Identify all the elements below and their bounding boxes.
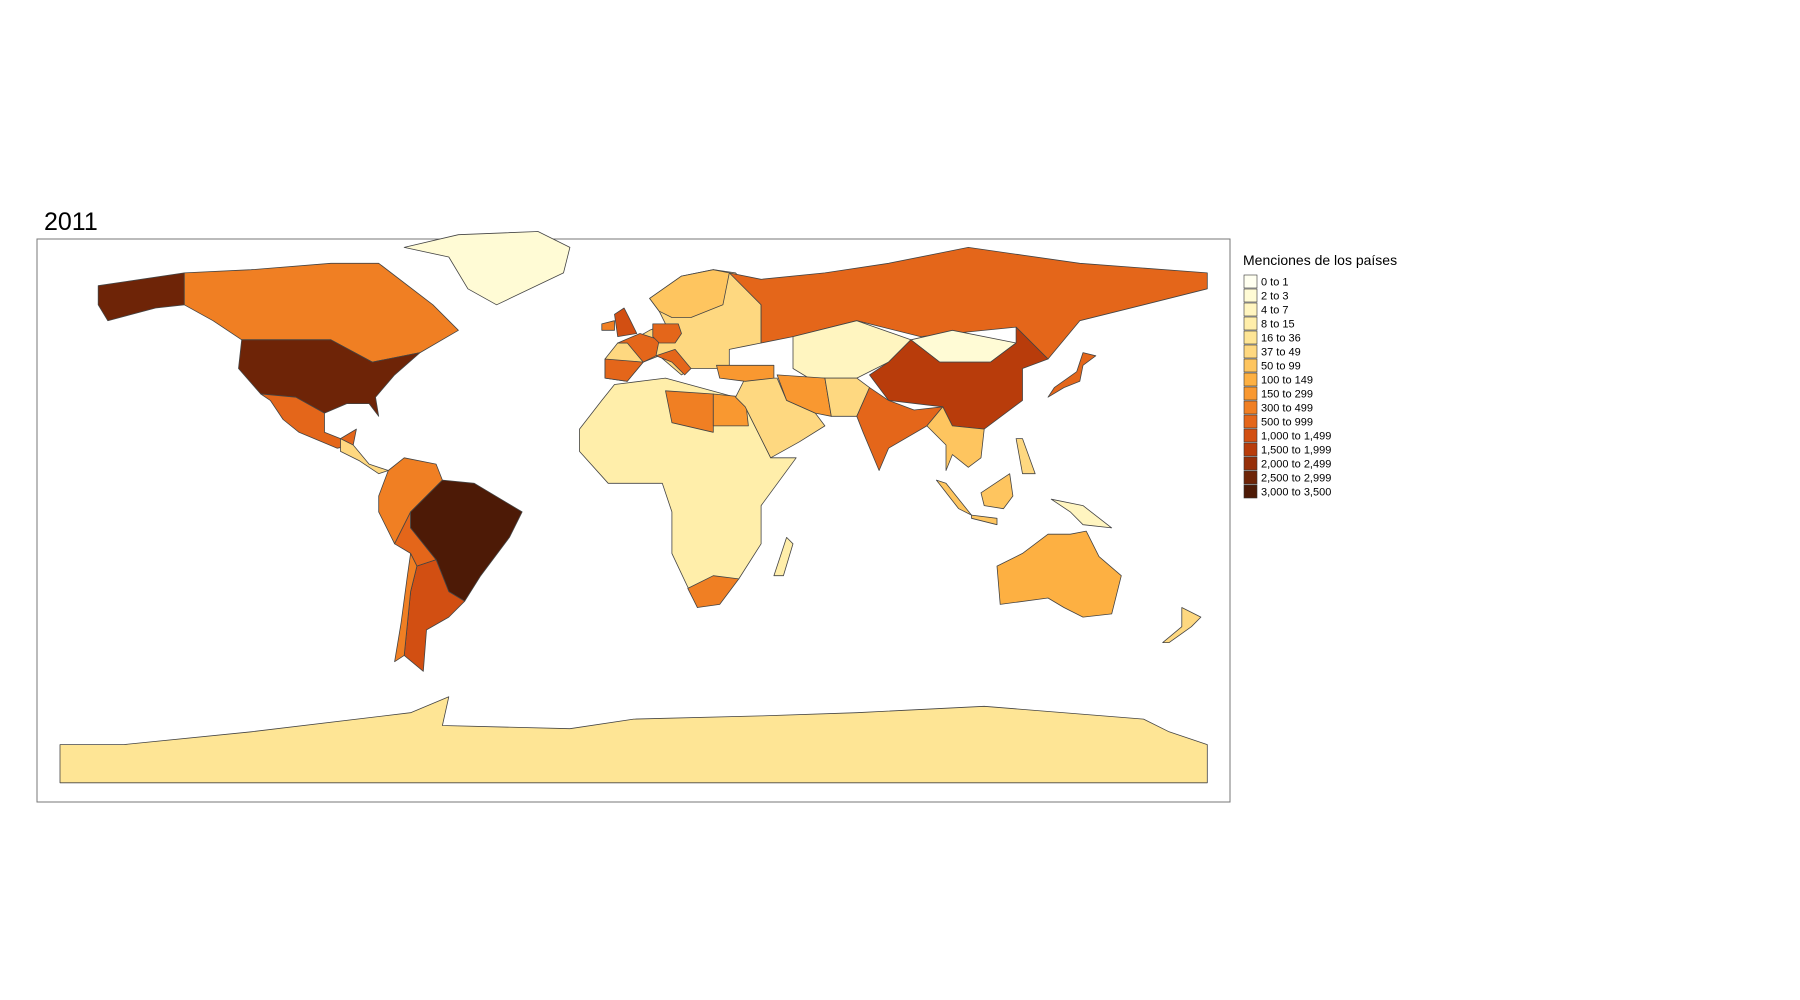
country — [869, 326, 1049, 430]
country — [403, 231, 571, 306]
country — [260, 393, 357, 449]
country — [980, 473, 1014, 510]
legend-swatch — [1243, 372, 1258, 387]
country — [1047, 352, 1097, 398]
legend-swatch — [1243, 400, 1258, 415]
country — [735, 377, 826, 459]
legend-swatch — [1243, 358, 1258, 373]
legend-label: 300 to 499 — [1261, 403, 1313, 415]
country — [773, 537, 794, 577]
legend-label: 50 to 99 — [1261, 361, 1301, 373]
country — [604, 358, 644, 382]
country — [652, 323, 682, 344]
legend-swatch — [1243, 330, 1258, 345]
country — [1162, 607, 1202, 643]
country — [649, 269, 730, 318]
country — [340, 438, 389, 475]
country — [1050, 498, 1113, 529]
legend-swatch — [1243, 428, 1258, 443]
legend-swatch — [1243, 470, 1258, 485]
legend-swatch — [1243, 344, 1258, 359]
legend-label: 0 to 1 — [1261, 277, 1289, 289]
map-title: 2011 — [44, 208, 98, 236]
legend: 0 to 1 2 to 3 4 to 7 8 to 15 16 to 36 37 to 4… — [1243, 274, 1331, 499]
legend-swatch — [1243, 316, 1258, 331]
legend-label: 150 to 299 — [1261, 389, 1313, 401]
legend-label: 500 to 999 — [1261, 417, 1313, 429]
legend-swatch — [1243, 484, 1258, 499]
country — [792, 320, 912, 379]
country — [1015, 438, 1036, 475]
legend-swatch — [1243, 442, 1258, 457]
legend-swatch — [1243, 274, 1258, 289]
legend-swatch — [1243, 414, 1258, 429]
legend-swatch — [1243, 302, 1258, 317]
country — [394, 553, 418, 663]
legend-label: 2,500 to 2,999 — [1261, 473, 1331, 485]
legend-label: 1,500 to 1,999 — [1261, 445, 1331, 457]
countries — [59, 231, 1208, 784]
country — [579, 377, 797, 608]
country — [614, 307, 638, 338]
legend-label: 2,000 to 2,499 — [1261, 459, 1331, 471]
legend-label: 1,000 to 1,499 — [1261, 431, 1331, 443]
legend-label: 2 to 3 — [1261, 291, 1289, 303]
legend-title: Menciones de los países — [1243, 252, 1397, 268]
country — [996, 530, 1122, 618]
country — [687, 575, 740, 608]
country — [971, 514, 998, 526]
legend-label: 100 to 149 — [1261, 375, 1313, 387]
country — [59, 696, 1208, 784]
legend-label: 3,000 to 3,500 — [1261, 487, 1331, 499]
legend-swatch — [1243, 288, 1258, 303]
country — [728, 246, 1208, 360]
country — [776, 374, 832, 417]
legend-label: 4 to 7 — [1261, 305, 1289, 317]
legend-label: 16 to 36 — [1261, 333, 1301, 345]
legend-swatch — [1243, 456, 1258, 471]
country — [716, 364, 775, 382]
legend-label: 8 to 15 — [1261, 319, 1295, 331]
country — [926, 406, 985, 471]
country — [655, 348, 692, 376]
country — [601, 320, 615, 331]
country — [665, 390, 714, 433]
country — [712, 393, 749, 427]
legend-label: 37 to 49 — [1261, 347, 1301, 359]
legend-swatch — [1243, 386, 1258, 401]
